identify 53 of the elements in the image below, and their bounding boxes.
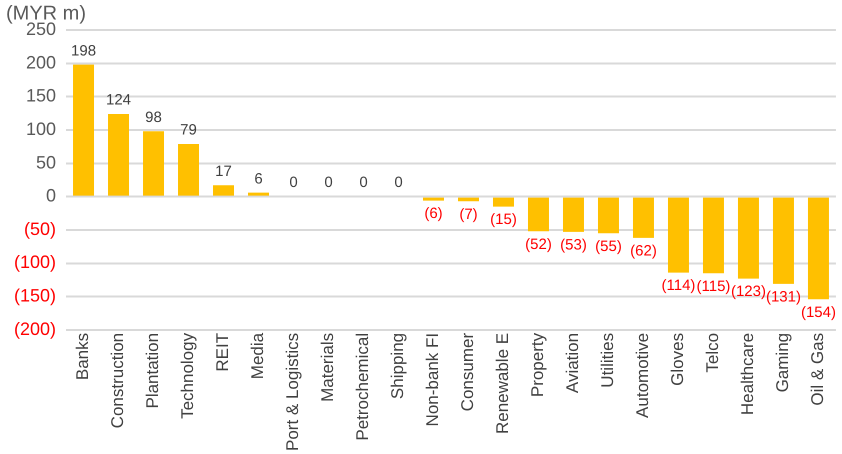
data-label: (115) [696, 278, 730, 295]
data-label: (15) [490, 211, 517, 228]
x-tick-label: Gaming [773, 332, 792, 392]
x-tick-label: Banks [73, 332, 92, 380]
data-label: (7) [459, 206, 478, 223]
data-label: (52) [525, 236, 552, 253]
x-tick-label: Port & Logistics [283, 332, 302, 452]
x-tick-label: Renewable E [493, 332, 512, 434]
x-tick-label: Aviation [563, 332, 582, 394]
data-label: (6) [424, 205, 443, 222]
data-label: 0 [289, 174, 298, 192]
x-tick-label: Automotive [633, 332, 652, 418]
data-label: (154) [800, 304, 836, 321]
data-label: 98 [145, 108, 162, 126]
x-tick-label: Consumer [458, 332, 478, 412]
y-tick-label: (150) [14, 286, 56, 306]
x-tick-label: Property [528, 332, 548, 398]
y-tick-label: (100) [14, 252, 56, 272]
data-label: 17 [215, 162, 232, 180]
data-label: 0 [359, 174, 368, 192]
y-tick-label: (200) [14, 318, 56, 339]
data-label: (55) [595, 238, 622, 255]
x-tick-label: Utilities [598, 332, 618, 388]
data-label: 198 [71, 42, 96, 60]
y-tick-label: 150 [26, 86, 56, 106]
y-tick-label: 100 [26, 118, 56, 139]
x-tick-label: Gloves [668, 332, 688, 386]
x-tick-label: Materials [318, 332, 338, 402]
x-tick-label: Oil & Gas [808, 332, 828, 406]
x-tick-label: REIT [213, 332, 232, 372]
x-tick-label: Non-bank FI [423, 332, 442, 426]
x-tick-label: Healthcare [738, 332, 758, 416]
data-label: (123) [730, 283, 766, 300]
y-tick-label: 50 [36, 152, 56, 172]
x-tick-label: Petrochemical [353, 332, 372, 441]
x-tick-label: Construction [108, 332, 128, 428]
data-label: 79 [180, 122, 197, 139]
x-tick-label: Telco [703, 332, 722, 373]
data-label: 124 [106, 92, 132, 109]
x-tick-label: Media [248, 332, 268, 380]
y-tick-label: 200 [26, 52, 56, 72]
y-tick-label: 0 [46, 186, 56, 206]
data-label: (131) [766, 288, 801, 306]
x-tick-label: Plantation [143, 332, 162, 409]
x-tick-label: Shipping [388, 332, 408, 400]
data-label: (53) [560, 236, 587, 254]
data-label: (114) [662, 277, 696, 294]
data-label: 0 [394, 174, 403, 192]
y-tick-label: (50) [24, 218, 56, 239]
data-label: 0 [324, 174, 333, 192]
data-label: 6 [254, 170, 263, 188]
x-tick-label: Technology [178, 332, 198, 419]
data-label: (62) [630, 242, 657, 260]
